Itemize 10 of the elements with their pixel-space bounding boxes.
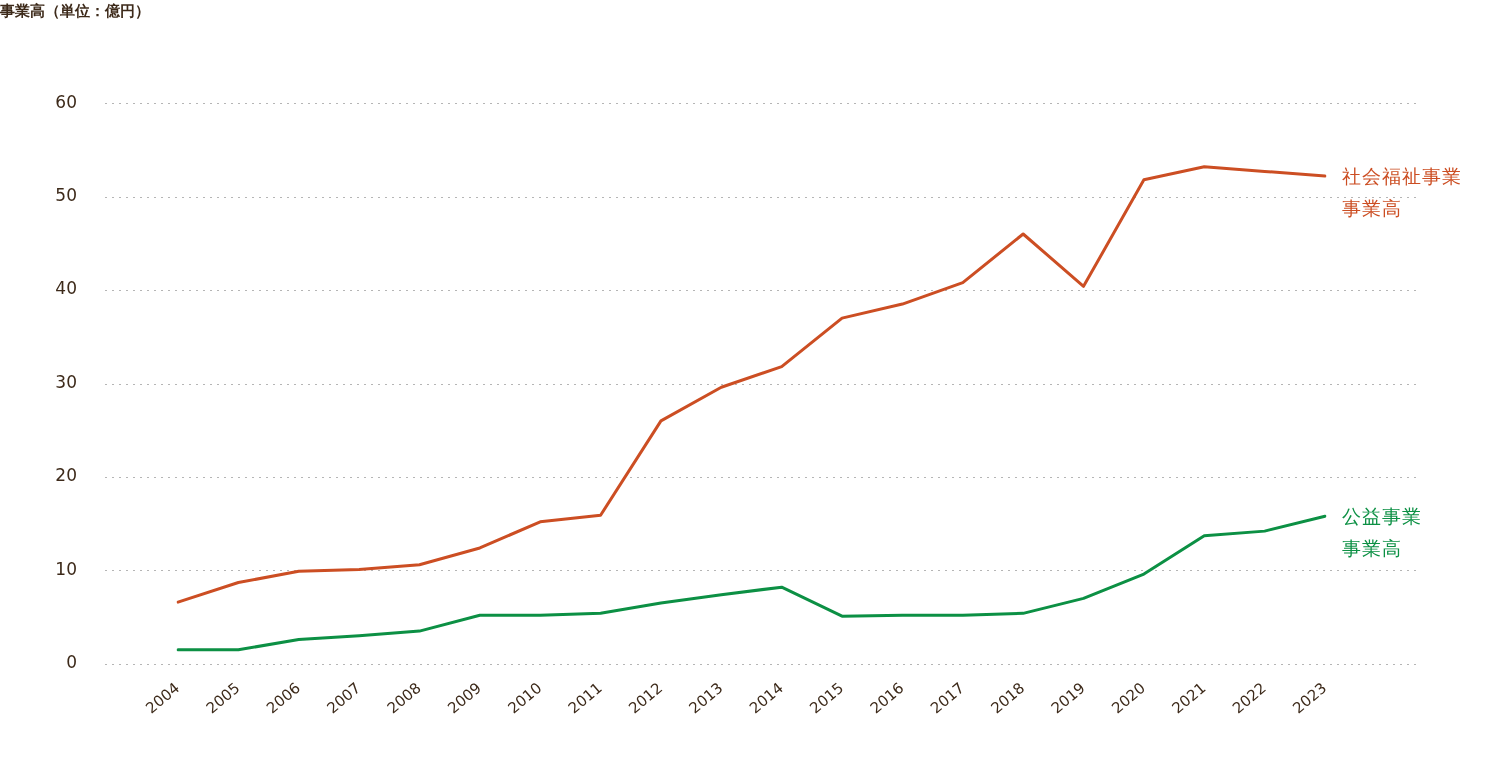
y-tick-label: 0 <box>66 652 77 673</box>
series-label: 社会福祉事業事業高 <box>1342 164 1463 222</box>
series-label: 公益事業事業高 <box>1342 504 1423 562</box>
y-axis-title: 事業高（単位：億円） <box>0 2 150 21</box>
y-tick-label: 50 <box>55 185 77 206</box>
y-tick-label: 60 <box>55 91 77 112</box>
y-tick-label: 20 <box>55 465 77 486</box>
y-tick-label: 10 <box>55 558 77 579</box>
y-tick-label: 30 <box>55 371 77 392</box>
y-tick-label: 40 <box>55 278 77 299</box>
